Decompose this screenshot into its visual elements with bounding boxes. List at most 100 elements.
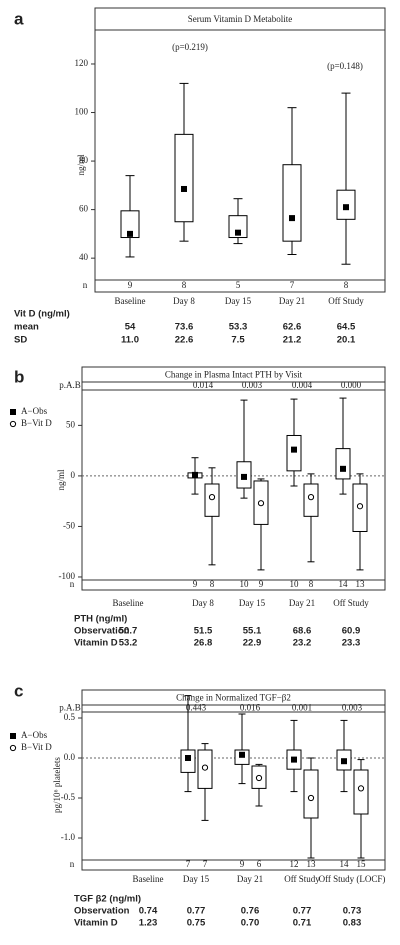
table-cell: 0.77 — [187, 906, 206, 917]
mean-marker — [201, 764, 209, 771]
p-value: 0.016 — [240, 703, 261, 713]
plot-frame — [81, 366, 386, 591]
legend-marker — [10, 409, 16, 415]
box — [120, 210, 140, 239]
mean-marker — [343, 204, 349, 211]
legend-label: B−Vit D — [21, 418, 52, 428]
n-value: 5 — [236, 280, 241, 290]
x-tick-label: Day 8 — [173, 296, 195, 306]
y-tick-label: -100 — [59, 571, 76, 581]
mean-marker — [257, 500, 265, 507]
mean-marker — [255, 774, 263, 782]
table-cell: 0.73 — [343, 906, 362, 917]
plot-frame — [81, 689, 386, 871]
box — [286, 434, 302, 472]
table-cell: 0.83 — [343, 918, 362, 929]
panel-letter: c — [14, 681, 23, 700]
box — [353, 769, 369, 815]
x-tick-label: Baseline — [113, 598, 144, 608]
table-cell: 53.3 — [229, 322, 248, 333]
n-value: 12 — [290, 859, 299, 869]
mean-marker — [307, 494, 315, 501]
x-tick-label: Day 15 — [225, 296, 252, 306]
legend-marker — [10, 733, 16, 739]
y-axis-label: ng/ml — [76, 154, 86, 176]
n-value: 8 — [182, 280, 187, 290]
table-cell: 53.2 — [119, 638, 138, 649]
table-cell: 20.1 — [337, 335, 356, 346]
n-value: 8 — [344, 280, 349, 290]
y-tick-label: -50 — [63, 520, 75, 530]
p-value: 0.000 — [341, 380, 362, 390]
p-value: 0.003 — [342, 703, 363, 713]
table-row-label: Observation — [74, 626, 130, 637]
x-tick-label: Day 15 — [183, 874, 210, 884]
table-cell: 51.5 — [194, 626, 213, 637]
n-value: 9 — [193, 579, 198, 589]
mean-marker — [340, 465, 346, 472]
table-cell: 1.23 — [139, 918, 158, 929]
n-value: 14 — [339, 579, 349, 589]
table-cell: 0.71 — [293, 918, 312, 929]
mean-marker — [127, 230, 133, 237]
mean-marker — [291, 446, 297, 453]
n-value: 15 — [357, 859, 367, 869]
table-cell: 50.7 — [119, 626, 138, 637]
table-header: TGF β2 (ng/ml) — [74, 894, 141, 905]
box — [180, 749, 196, 773]
n-label: n — [83, 280, 88, 290]
table-cell: 0.77 — [293, 906, 312, 917]
chart-title: Change in Plasma Intact PTH by Visit — [165, 370, 303, 380]
n-label: n — [70, 859, 75, 869]
p-label: p.A.B — [59, 703, 81, 713]
x-tick-label: Day 21 — [289, 598, 315, 608]
table-header: Vit D (ng/ml) — [14, 309, 70, 320]
y-tick-label: 100 — [75, 107, 89, 117]
p-label: p.A.B — [59, 380, 81, 390]
box — [335, 448, 351, 480]
legend-marker — [9, 744, 17, 752]
mean-marker — [356, 503, 364, 510]
mean-marker — [235, 229, 241, 236]
table-row-label: Observation — [74, 906, 130, 917]
n-value: 9 — [240, 859, 245, 869]
chart-title: Change in Normalized TGF−β2 — [176, 693, 291, 703]
table-row-label: SD — [14, 335, 27, 346]
mean-marker — [241, 473, 247, 480]
n-value: 13 — [307, 859, 317, 869]
n-value: 9 — [259, 579, 264, 589]
table-cell: 60.9 — [342, 626, 361, 637]
annotation: (p=0.148) — [327, 61, 363, 71]
box — [228, 215, 248, 239]
mean-marker — [291, 756, 297, 763]
y-tick-label: 40 — [79, 252, 89, 262]
y-tick-label: -1.0 — [61, 832, 76, 842]
y-tick-label: 120 — [75, 58, 89, 68]
y-tick-label: 0 — [71, 470, 76, 480]
n-value: 7 — [290, 280, 295, 290]
y-tick-label: 50 — [66, 419, 76, 429]
y-axis-label: ng/ml — [56, 469, 66, 491]
table-cell: 26.8 — [194, 638, 213, 649]
table-cell: 0.70 — [241, 918, 260, 929]
table-cell: 7.5 — [231, 335, 245, 346]
legend-label: B−Vit D — [21, 742, 52, 752]
x-tick-label: Off Study — [328, 296, 364, 306]
y-tick-label: 60 — [79, 204, 89, 214]
table-cell: 22.9 — [243, 638, 262, 649]
y-tick-label: 0.5 — [64, 712, 76, 722]
chart-title: Serum Vitamin D Metabolite — [188, 14, 293, 24]
mean-marker — [181, 185, 187, 192]
table-cell: 23.3 — [342, 638, 361, 649]
x-tick-label: Baseline — [133, 874, 164, 884]
table-cell: 21.2 — [283, 335, 302, 346]
mean-marker — [239, 751, 245, 758]
table-cell: 55.1 — [243, 626, 262, 637]
table-cell: 68.6 — [293, 626, 312, 637]
x-tick-label: Off Study — [333, 598, 369, 608]
mean-marker — [185, 755, 191, 761]
table-row-label: Vitamin D — [74, 918, 118, 929]
table-cell: 22.6 — [175, 335, 194, 346]
x-tick-label: Day 8 — [192, 598, 214, 608]
